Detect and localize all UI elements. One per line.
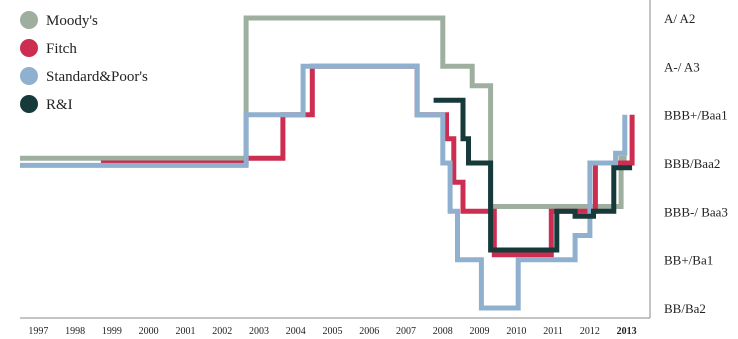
legend-swatch-r-i <box>20 95 38 113</box>
legend-swatch-fitch <box>20 39 38 57</box>
year-label: 1999 <box>102 326 122 337</box>
rating-label: A-/ A3 <box>664 59 700 74</box>
series-line-r-i <box>433 97 633 253</box>
year-label: 2006 <box>359 326 379 337</box>
year-label: 1998 <box>65 326 85 337</box>
legend-label-r-i: R&I <box>46 97 73 113</box>
year-label: 2011 <box>543 326 563 337</box>
year-label: 2013 <box>617 326 637 337</box>
series-layer <box>20 15 635 311</box>
axis-layer <box>20 0 651 319</box>
rating-label: BBB+/Baa1 <box>664 108 728 123</box>
rating-label: BB+/Ba1 <box>664 253 713 268</box>
series-line-fitch <box>100 63 635 258</box>
year-label: 2003 <box>249 326 269 337</box>
legend-swatch-moody-s <box>20 11 38 29</box>
legend-swatch-standard-poor-s <box>20 67 38 85</box>
year-label: 2005 <box>323 326 343 337</box>
rating-label: A/ A2 <box>664 11 695 26</box>
year-label: 2007 <box>396 326 416 337</box>
rating-label: BB/Ba2 <box>664 301 706 316</box>
rating-label: BBB-/ Baa3 <box>664 204 728 219</box>
year-label: 2000 <box>139 326 159 337</box>
year-axis-labels: 1997 1998 1999 2000 2001 2002 2003 2004 2005 2006… <box>28 326 636 337</box>
legend: Moody's Fitch Standard&Poor's R&I <box>20 11 148 113</box>
year-label: 2008 <box>433 326 453 337</box>
legend-label-moody-s: Moody's <box>46 13 98 29</box>
year-label: 2002 <box>212 326 232 337</box>
year-label: 1997 <box>28 326 48 337</box>
rating-axis-labels: BB/Ba2 BB+/Ba1 BBB-/ Baa3 BBB/Baa2 BBB+/Baa1… <box>664 11 728 316</box>
year-label: 2010 <box>506 326 526 337</box>
legend-label-fitch: Fitch <box>46 41 77 57</box>
series-line-standard-poor-s <box>20 63 628 311</box>
year-label: 2009 <box>470 326 490 337</box>
series-line-moody-s <box>20 15 627 209</box>
year-label: 2004 <box>286 326 306 337</box>
year-label: 2012 <box>580 326 600 337</box>
rating-label: BBB/Baa2 <box>664 156 720 171</box>
legend-label-standard-poor-s: Standard&Poor's <box>46 69 148 85</box>
year-label: 2001 <box>175 326 195 337</box>
